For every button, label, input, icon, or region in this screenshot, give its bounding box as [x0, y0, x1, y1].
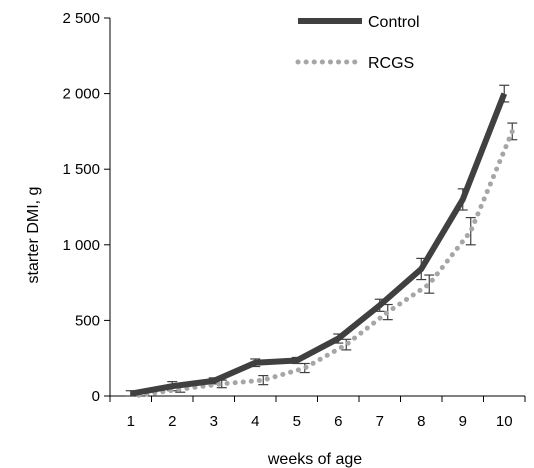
y-axis-label: starter DMI, g [25, 187, 42, 284]
x-tick-label: 10 [496, 413, 513, 430]
x-tick-label: 3 [210, 413, 218, 430]
x-tick-label: 6 [334, 413, 342, 430]
legend: Control RCGS [295, 14, 420, 72]
x-tick-label: 7 [376, 413, 384, 430]
x-axis-label: weeks of age [267, 451, 362, 468]
y-tick-label: 1 000 [62, 237, 100, 254]
x-tick-label: 5 [293, 413, 301, 430]
x-axis-ticks: 1 2 3 4 5 6 7 8 9 10 [109, 396, 526, 430]
legend-label-rcgs: RCGS [368, 55, 414, 72]
y-tick-label: 2 000 [62, 86, 100, 103]
series-line-control [130, 92, 508, 397]
series-lines [130, 92, 515, 398]
legend-label-control: Control [368, 14, 420, 31]
y-tick-label: 1 500 [62, 161, 100, 178]
x-tick-label: 4 [251, 413, 259, 430]
y-tick-label: 0 [92, 388, 100, 405]
x-tick-label: 8 [417, 413, 425, 430]
series-line-rcgs [136, 128, 515, 398]
y-axis-ticks: 0 500 1 000 1 500 2 000 2 500 [62, 10, 110, 405]
y-tick-label: 500 [75, 312, 100, 329]
y-tick-label: 2 500 [62, 10, 100, 27]
x-tick-label: 1 [127, 413, 135, 430]
x-tick-label: 9 [459, 413, 467, 430]
x-tick-label: 2 [168, 413, 176, 430]
